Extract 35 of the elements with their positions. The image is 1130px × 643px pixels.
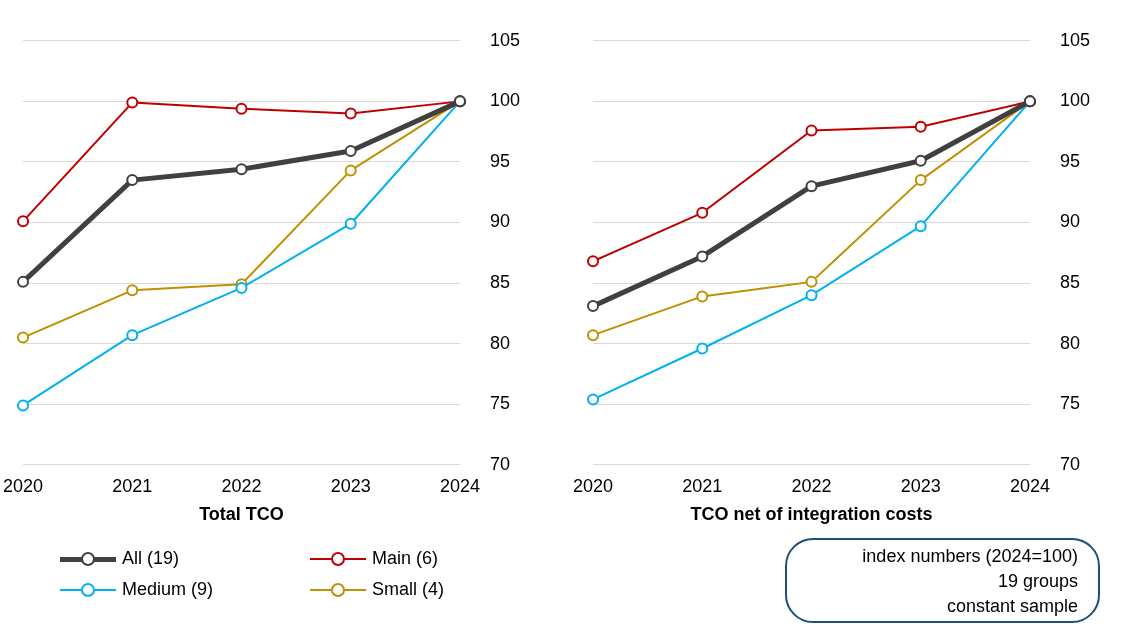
x-tick-label: 2024 bbox=[439, 475, 480, 496]
x-tick-label: 2021 bbox=[682, 475, 723, 496]
x-axis-title: Total TCO bbox=[199, 504, 284, 525]
legend-label: Medium (9) bbox=[122, 579, 214, 600]
y-tick-label: 105 bbox=[1059, 29, 1091, 50]
y-tick-label: 100 bbox=[1059, 90, 1091, 111]
x-tick-label: 2022 bbox=[221, 475, 262, 496]
x-tick-label: 2020 bbox=[573, 475, 614, 496]
text: constant sample bbox=[945, 595, 1078, 618]
y-tick-label: 80 bbox=[489, 332, 510, 353]
y-tick-label: 95 bbox=[489, 150, 510, 171]
y-tick-label: 85 bbox=[1059, 272, 1080, 293]
x-axis-title: TCO net of integration costs bbox=[690, 504, 933, 525]
y-tick-label: 70 bbox=[1059, 453, 1080, 474]
y-tick-label: 105 bbox=[489, 29, 521, 50]
y-tick-label: 80 bbox=[1059, 332, 1080, 353]
y-tick-label: 90 bbox=[1059, 211, 1080, 232]
x-tick-label: 2020 bbox=[3, 475, 44, 496]
y-tick-label: 75 bbox=[1059, 393, 1080, 414]
y-tick-label: 90 bbox=[489, 211, 510, 232]
y-tick-label: 100 bbox=[489, 90, 521, 111]
x-tick-label: 2023 bbox=[900, 475, 941, 496]
x-tick-label: 2022 bbox=[791, 475, 832, 496]
legend-label: All (19) bbox=[122, 548, 180, 569]
text: 19 groups bbox=[996, 570, 1078, 593]
legend-label: Small (4) bbox=[372, 579, 445, 600]
legend-label: Main (6) bbox=[372, 548, 439, 569]
text: index numbers (2024=100) bbox=[861, 545, 1078, 568]
y-tick-label: 85 bbox=[489, 272, 510, 293]
y-tick-label: 75 bbox=[489, 393, 510, 414]
x-tick-label: 2021 bbox=[112, 475, 153, 496]
y-tick-label: 95 bbox=[1059, 150, 1080, 171]
x-tick-label: 2024 bbox=[1009, 475, 1050, 496]
y-tick-label: 70 bbox=[489, 453, 510, 474]
x-tick-label: 2023 bbox=[330, 475, 371, 496]
